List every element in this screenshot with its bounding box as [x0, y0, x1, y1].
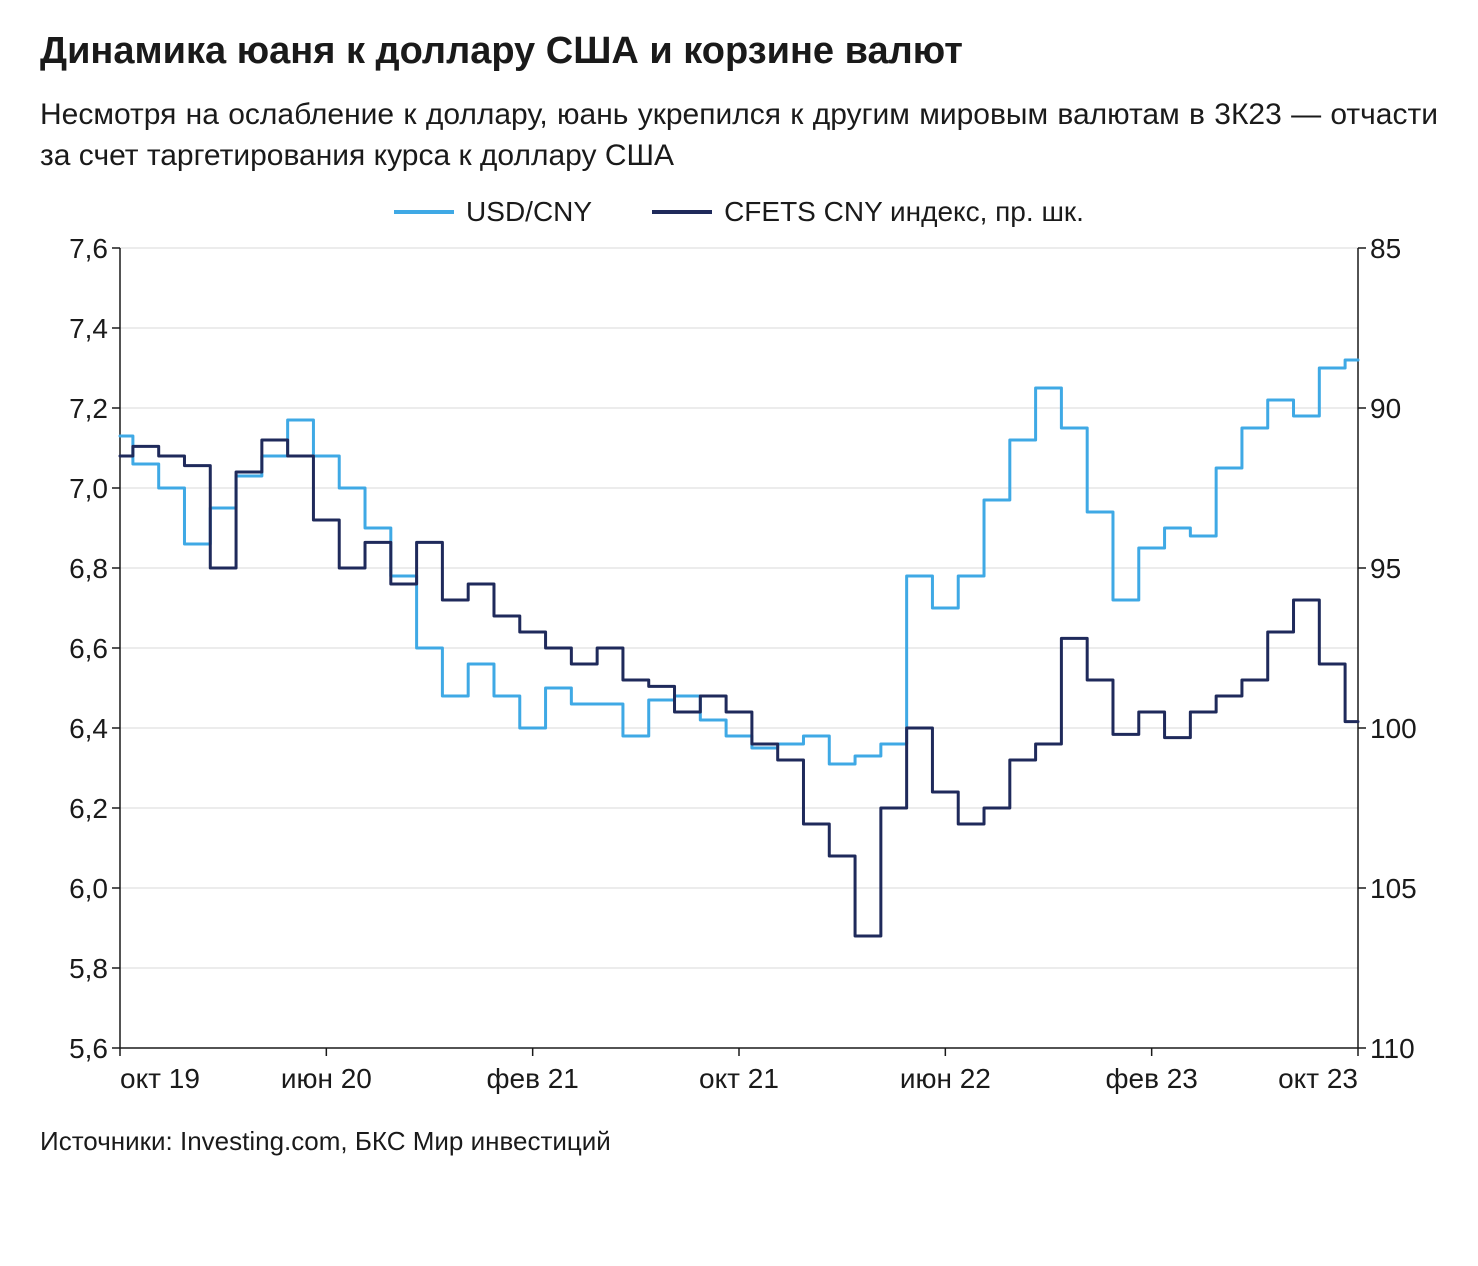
chart-subtitle: Несмотря на ослабление к доллару, юань у…	[40, 95, 1438, 176]
legend-label-cfets: CFETS CNY индекс, пр. шк.	[724, 196, 1084, 228]
svg-text:окт 23: окт 23	[1278, 1063, 1358, 1094]
chart-legend: USD/CNY CFETS CNY индекс, пр. шк.	[40, 196, 1438, 228]
svg-text:85: 85	[1370, 238, 1401, 264]
chart-title: Динамика юаня к доллару США и корзине ва…	[40, 30, 1438, 73]
svg-text:окт 19: окт 19	[120, 1063, 200, 1094]
svg-text:6,4: 6,4	[69, 713, 108, 744]
legend-item-usdcny: USD/CNY	[394, 196, 592, 228]
chart-area: 7,6 7,4 7,2 7,0 6,8 6,6 6,4 6,2 6,0 5,8 5,6 85 90 95 1…	[40, 238, 1438, 1108]
svg-text:июн 20: июн 20	[281, 1063, 372, 1094]
svg-text:6,0: 6,0	[69, 873, 108, 904]
svg-text:5,6: 5,6	[69, 1033, 108, 1064]
svg-text:7,2: 7,2	[69, 393, 108, 424]
svg-text:5,8: 5,8	[69, 953, 108, 984]
svg-text:7,0: 7,0	[69, 473, 108, 504]
svg-text:6,6: 6,6	[69, 633, 108, 664]
svg-text:6,2: 6,2	[69, 793, 108, 824]
svg-text:фев 21: фев 21	[486, 1063, 578, 1094]
chart-source: Источники: Investing.com, БКС Мир инвест…	[40, 1126, 1438, 1157]
svg-text:110: 110	[1370, 1033, 1415, 1064]
legend-item-cfets: CFETS CNY индекс, пр. шк.	[652, 196, 1084, 228]
svg-text:окт 21: окт 21	[699, 1063, 779, 1094]
svg-text:фев 23: фев 23	[1105, 1063, 1197, 1094]
svg-text:6,8: 6,8	[69, 553, 108, 584]
svg-text:105: 105	[1370, 873, 1417, 904]
svg-text:7,6: 7,6	[69, 238, 108, 264]
legend-swatch-cfets	[652, 210, 712, 214]
svg-text:июн 22: июн 22	[900, 1063, 991, 1094]
legend-swatch-usdcny	[394, 210, 454, 214]
line-chart-svg: 7,6 7,4 7,2 7,0 6,8 6,6 6,4 6,2 6,0 5,8 5,6 85 90 95 1…	[40, 238, 1438, 1108]
svg-text:90: 90	[1370, 393, 1401, 424]
legend-label-usdcny: USD/CNY	[466, 196, 592, 228]
svg-text:95: 95	[1370, 553, 1401, 584]
svg-text:100: 100	[1370, 713, 1417, 744]
svg-text:7,4: 7,4	[69, 313, 108, 344]
